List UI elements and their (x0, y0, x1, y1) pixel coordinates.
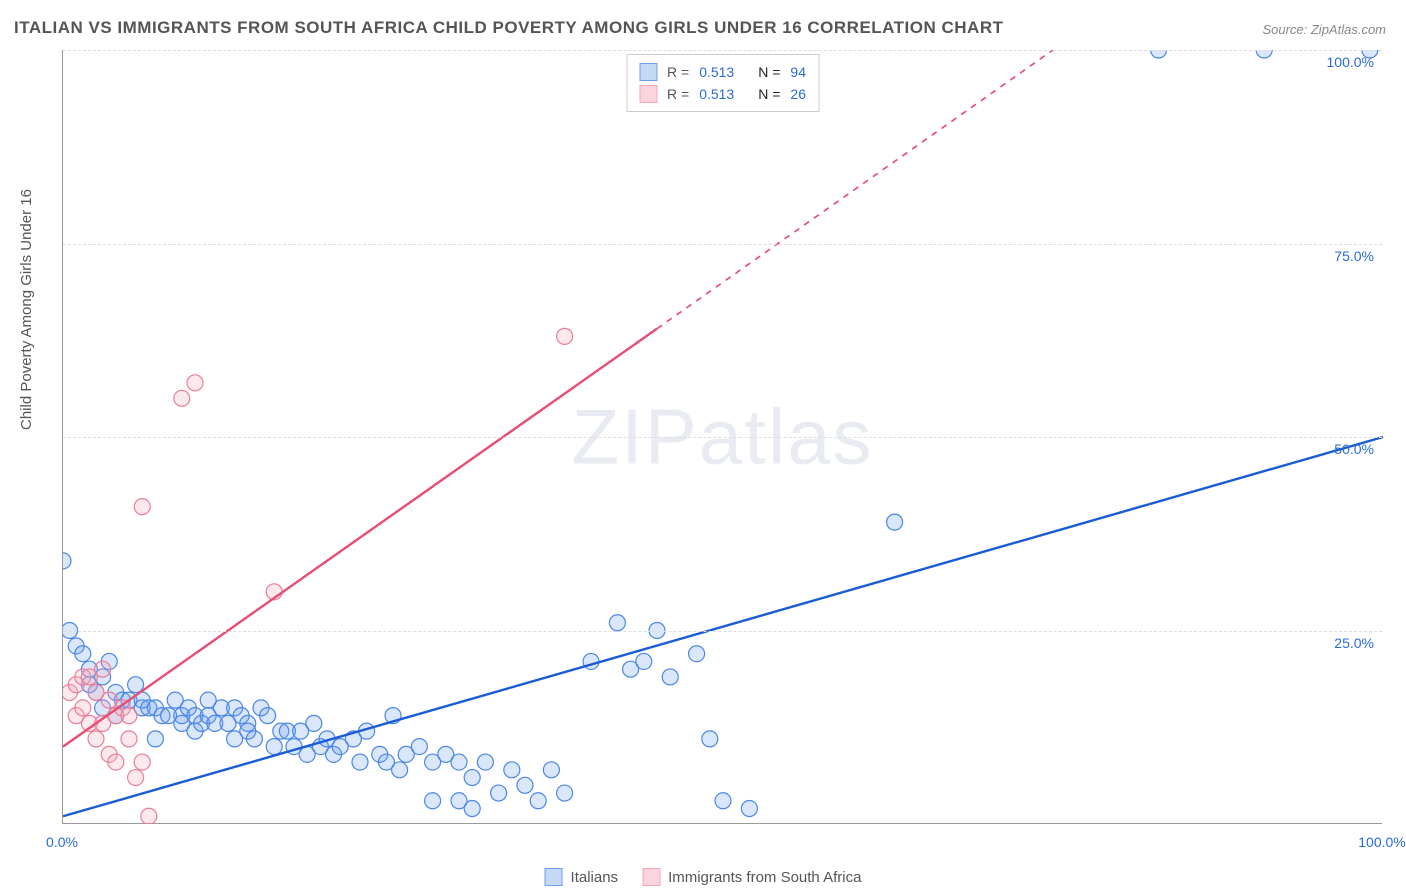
chart-plot-area: ZIPatlas R = 0.513 N = 94 R = 0.513 N = … (62, 50, 1382, 824)
data-point (425, 793, 441, 809)
data-point (662, 669, 678, 685)
legend-label: Italians (571, 869, 619, 886)
gridline (63, 631, 1382, 632)
y-tick-label: 50.0% (1334, 441, 1374, 457)
data-point (887, 514, 903, 530)
gridline (63, 437, 1382, 438)
data-point (260, 708, 276, 724)
data-point (689, 646, 705, 662)
data-point (557, 328, 573, 344)
data-point (557, 785, 573, 801)
data-point (1256, 50, 1272, 58)
legend-swatch-icon (639, 85, 657, 103)
trendline (63, 437, 1383, 816)
data-point (715, 793, 731, 809)
correlation-legend: R = 0.513 N = 94 R = 0.513 N = 26 (626, 54, 819, 112)
chart-title: ITALIAN VS IMMIGRANTS FROM SOUTH AFRICA … (14, 18, 1004, 38)
data-point (95, 661, 111, 677)
gridline (63, 244, 1382, 245)
legend-row-italians: R = 0.513 N = 94 (639, 61, 806, 83)
n-value: 94 (790, 64, 806, 80)
r-value: 0.513 (699, 64, 734, 80)
legend-item-south-africa: Immigrants from South Africa (642, 868, 861, 886)
data-point (141, 808, 157, 824)
gridline (63, 50, 1382, 51)
y-axis-title: Child Poverty Among Girls Under 16 (18, 189, 35, 430)
data-point (451, 754, 467, 770)
legend-label: Immigrants from South Africa (668, 869, 861, 886)
data-point (128, 770, 144, 786)
data-point (187, 375, 203, 391)
data-point (75, 646, 91, 662)
data-point (63, 553, 71, 569)
legend-swatch-icon (545, 868, 563, 886)
data-point (121, 708, 137, 724)
data-point (477, 754, 493, 770)
data-point (464, 801, 480, 817)
data-point (504, 762, 520, 778)
data-point (306, 715, 322, 731)
data-point (609, 615, 625, 631)
data-point (1151, 50, 1167, 58)
source-attribution: Source: ZipAtlas.com (1262, 22, 1386, 37)
legend-swatch-icon (642, 868, 660, 886)
data-point (174, 390, 190, 406)
data-point (352, 754, 368, 770)
data-point (108, 754, 124, 770)
data-point (147, 731, 163, 747)
data-point (134, 499, 150, 515)
y-tick-label: 100.0% (1327, 54, 1374, 70)
data-point (75, 700, 91, 716)
data-point (741, 801, 757, 817)
n-value: 26 (790, 86, 806, 102)
x-tick-label: 100.0% (1358, 834, 1405, 850)
n-label: N = (758, 64, 780, 80)
data-point (88, 731, 104, 747)
y-tick-label: 75.0% (1334, 248, 1374, 264)
x-tick-label: 0.0% (46, 834, 78, 850)
data-point (411, 739, 427, 755)
legend-row-south-africa: R = 0.513 N = 26 (639, 83, 806, 105)
data-point (491, 785, 507, 801)
trendline (63, 329, 657, 747)
data-point (517, 777, 533, 793)
data-point (636, 653, 652, 669)
data-point (266, 739, 282, 755)
data-point (530, 793, 546, 809)
legend-item-italians: Italians (545, 868, 619, 886)
data-point (464, 770, 480, 786)
data-point (392, 762, 408, 778)
data-point (702, 731, 718, 747)
data-point (134, 754, 150, 770)
n-label: N = (758, 86, 780, 102)
r-value: 0.513 (699, 86, 734, 102)
r-label: R = (667, 64, 689, 80)
data-point (543, 762, 559, 778)
data-point (121, 731, 137, 747)
data-point (246, 731, 262, 747)
y-tick-label: 25.0% (1334, 635, 1374, 651)
series-legend: Italians Immigrants from South Africa (545, 868, 862, 886)
legend-swatch-icon (639, 63, 657, 81)
r-label: R = (667, 86, 689, 102)
